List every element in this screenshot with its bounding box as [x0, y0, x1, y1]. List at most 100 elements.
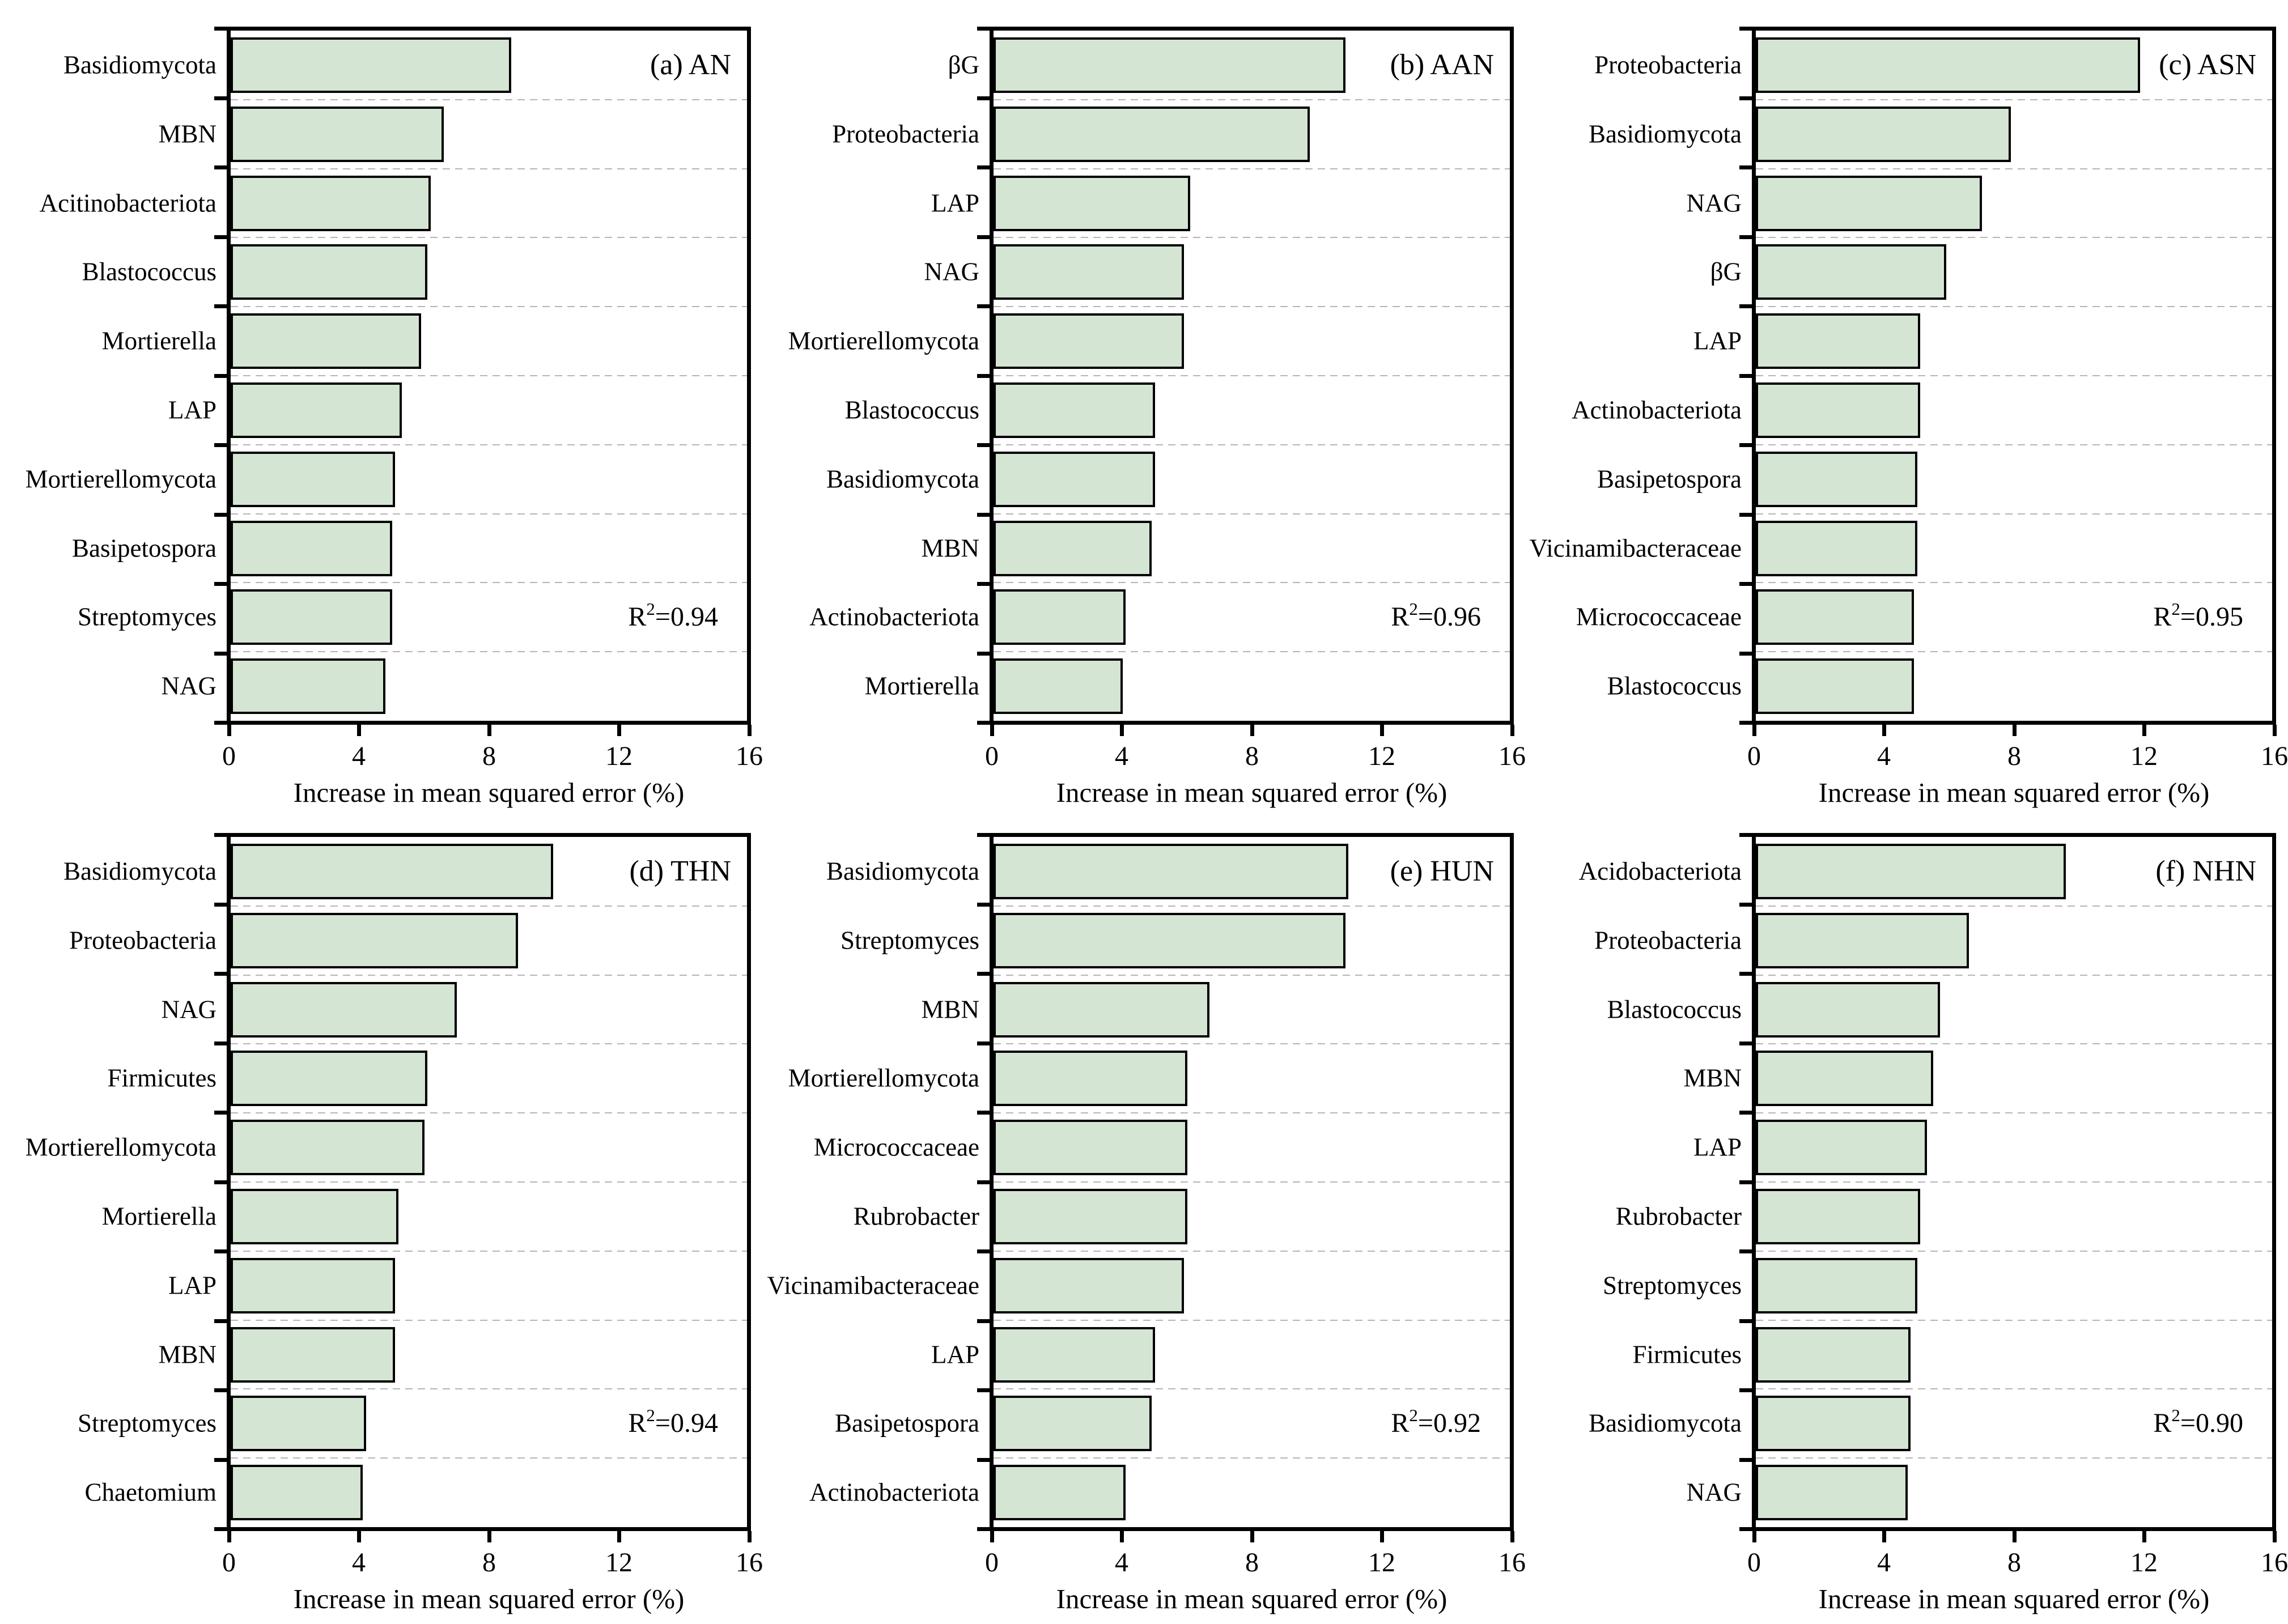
r-squared-base: R — [2153, 1408, 2172, 1438]
category-label: Vicinamibacteraceae — [1529, 534, 1742, 563]
y-axis-tick — [1739, 374, 1752, 378]
y-axis-tick — [977, 1527, 990, 1531]
x-axis-tick — [748, 725, 752, 736]
bar — [231, 589, 392, 645]
category-label: Basidiomycota — [63, 857, 217, 886]
y-axis-tick — [214, 513, 227, 517]
y-axis-tick — [214, 1527, 227, 1531]
x-tick-label: 4 — [1115, 741, 1128, 771]
x-axis-tick — [617, 1531, 621, 1542]
gridline — [231, 444, 747, 445]
category-label: Actinobacteriota — [1572, 396, 1742, 424]
bar — [231, 844, 553, 899]
y-axis-tick — [977, 1388, 990, 1392]
gridline — [231, 582, 747, 583]
y-axis-tick — [214, 1041, 227, 1045]
gridline — [1756, 99, 2272, 100]
x-tick-label: 0 — [1747, 741, 1761, 771]
gridline — [1756, 237, 2272, 238]
gridline — [231, 1388, 747, 1389]
category-label: Streptomyces — [1603, 1271, 1742, 1300]
category-label: Basidiomycota — [63, 50, 217, 79]
r-squared-value: =0.96 — [1417, 602, 1481, 632]
r-squared-exponent: 2 — [1409, 599, 1418, 619]
category-label: MBN — [921, 995, 979, 1024]
bar — [1756, 382, 1920, 438]
panel-tag: (f) NHN — [2155, 855, 2256, 887]
r-squared-exponent: 2 — [646, 1405, 655, 1425]
y-axis-tick — [1739, 1319, 1752, 1323]
category-label: NAG — [1686, 1478, 1742, 1507]
category-label: Rubrobacter — [853, 1202, 979, 1231]
bar — [994, 1396, 1152, 1451]
category-label: Chaetomium — [84, 1478, 217, 1507]
gridline — [231, 651, 747, 652]
y-axis-tick — [1739, 1458, 1752, 1462]
x-tick-label: 16 — [1499, 741, 1526, 771]
y-axis-tick — [214, 1388, 227, 1392]
panel-tag: (d) THN — [629, 855, 731, 887]
x-axis-title: Increase in mean squared error (%) — [1056, 777, 1447, 808]
y-axis-tick — [977, 96, 990, 100]
y-axis-tick — [977, 1319, 990, 1323]
y-axis-tick — [977, 1249, 990, 1253]
y-axis-tick — [977, 652, 990, 656]
r-squared-value: =0.94 — [655, 602, 718, 632]
category-label: Basipetospora — [72, 534, 217, 563]
r-squared-value: =0.92 — [1417, 1408, 1481, 1438]
x-axis-tick — [1510, 1531, 1514, 1542]
x-tick-label: 8 — [1245, 1548, 1259, 1578]
x-axis-tick — [357, 725, 361, 736]
gridline — [1756, 306, 2272, 307]
panel-c: Proteobacteria Basidiomycota NAG βG LAP Actin… — [1525, 0, 2288, 812]
category-label: MBN — [158, 120, 217, 148]
gridline — [994, 582, 1510, 583]
bar — [231, 982, 457, 1038]
category-label: Acitinobacteriota — [39, 189, 217, 218]
category-label: Blastococcus — [82, 257, 217, 286]
bar — [231, 452, 395, 507]
y-axis-tick — [1739, 833, 1752, 837]
y-axis-tick — [1739, 582, 1752, 586]
x-axis-tick — [357, 1531, 361, 1542]
y-axis-tick — [214, 1319, 227, 1323]
gridline — [994, 1388, 1510, 1389]
x-axis-title: Increase in mean squared error (%) — [1818, 1583, 2210, 1614]
bar — [1756, 913, 1969, 968]
bar — [231, 37, 511, 93]
y-axis-tick — [1739, 513, 1752, 517]
category-label: Proteobacteria — [832, 120, 979, 148]
category-label: Blastococcus — [1607, 995, 1742, 1024]
bar — [231, 1120, 425, 1175]
category-label: Micrococcaceae — [1576, 602, 1742, 631]
gridline — [994, 444, 1510, 445]
category-label: Streptomyces — [78, 1409, 217, 1438]
x-tick-label: 12 — [605, 1548, 633, 1578]
category-label: Firmicutes — [107, 1064, 217, 1092]
x-tick-label: 8 — [482, 1548, 496, 1578]
gridline — [231, 99, 747, 100]
bar — [994, 521, 1152, 576]
bar — [231, 913, 518, 968]
y-axis-tick — [1739, 1180, 1752, 1184]
x-axis-tick — [1380, 1531, 1384, 1542]
bar — [1756, 844, 2066, 899]
category-label: LAP — [1693, 1133, 1742, 1162]
panel-f: Acidobacteriota Proteobacteria Blastococcu… — [1525, 812, 2288, 1624]
gridline — [1756, 1251, 2272, 1252]
gridline — [1756, 513, 2272, 515]
x-tick-label: 4 — [1115, 1548, 1128, 1578]
category-label: NAG — [1686, 189, 1742, 218]
x-axis-tick — [990, 725, 994, 736]
x-tick-label: 12 — [2130, 741, 2158, 771]
panel-b: βG Proteobacteria LAP NAG Mortierellomycota B… — [763, 0, 1526, 812]
y-axis-tick — [1739, 96, 1752, 100]
x-axis-tick — [1380, 725, 1384, 736]
y-axis-tick — [1739, 304, 1752, 308]
x-axis-tick — [487, 725, 491, 736]
x-axis-title: Increase in mean squared error (%) — [1056, 1583, 1447, 1614]
r-squared-base: R — [1391, 602, 1410, 632]
category-label: NAG — [924, 257, 980, 286]
y-axis-tick — [1739, 721, 1752, 725]
gridline — [1756, 1043, 2272, 1044]
